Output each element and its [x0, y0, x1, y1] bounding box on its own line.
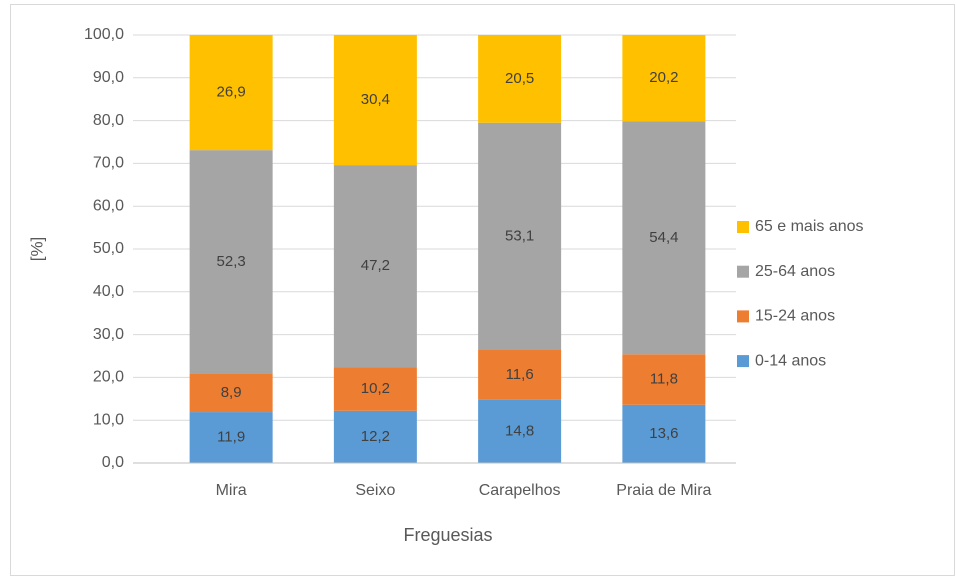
y-axis-title: [%] [27, 237, 46, 262]
legend-swatch [737, 310, 749, 323]
bar-segment [333, 367, 417, 411]
y-tick-label: 70,0 [93, 155, 124, 172]
data-label: 26,9 [217, 84, 246, 101]
data-label: 10,2 [361, 380, 390, 397]
legend-swatch [737, 221, 749, 233]
data-label: 20,5 [505, 70, 534, 87]
bar-segment [189, 35, 273, 151]
bar-segment [478, 122, 562, 351]
data-label: 13,6 [649, 425, 678, 442]
legend-label: 25-64 anos [755, 263, 835, 280]
x-tick-label: Carapelhos [479, 482, 561, 499]
bar-segment [478, 399, 562, 463]
bar-segment [189, 150, 273, 374]
data-label: 12,2 [361, 428, 390, 445]
bar-segment [333, 165, 417, 368]
bar-segment [478, 35, 562, 123]
data-label: 14,8 [505, 422, 534, 439]
y-tick-label: 10,0 [93, 411, 124, 428]
legend-swatch [737, 355, 749, 368]
x-axis-title: Freguesias [403, 525, 492, 545]
bar-segment [622, 354, 706, 405]
legend-swatch [737, 265, 749, 278]
data-label: 30,4 [361, 91, 390, 108]
data-label: 11,6 [506, 366, 534, 383]
legend-label: 15-24 anos [755, 308, 835, 325]
y-tick-label: 20,0 [93, 369, 124, 386]
bar-segment [333, 35, 417, 166]
y-tick-label: 90,0 [93, 69, 124, 86]
data-label: 8,9 [221, 384, 242, 401]
data-label: 52,3 [217, 253, 246, 270]
x-tick-label: Mira [216, 482, 247, 499]
y-tick-label: 0,0 [102, 454, 124, 471]
data-label: 53,1 [505, 227, 534, 244]
y-tick-label: 30,0 [93, 326, 124, 343]
bar-segment [622, 404, 706, 463]
y-tick-label: 50,0 [93, 240, 124, 257]
y-tick-label: 40,0 [93, 283, 124, 300]
y-tick-label: 100,0 [84, 26, 124, 43]
bar-segment [622, 35, 706, 122]
data-label: 54,4 [649, 229, 678, 246]
x-tick-label: Seixo [355, 482, 395, 499]
bar-segment [622, 121, 706, 355]
bar-segment [333, 410, 417, 463]
data-label: 47,2 [361, 257, 390, 274]
data-label: 11,8 [650, 371, 678, 388]
y-tick-label: 80,0 [93, 112, 124, 129]
bar-segment [189, 373, 273, 413]
legend-label: 0-14 anos [755, 352, 826, 369]
bar-segment [478, 350, 562, 400]
x-tick-label: Praia de Mira [616, 482, 711, 499]
data-label: 11,9 [217, 429, 245, 446]
bar-segment [189, 412, 273, 463]
legend-label: 65 e mais anos [755, 218, 864, 235]
y-tick-label: 60,0 [93, 197, 124, 214]
data-label: 20,2 [649, 69, 678, 86]
